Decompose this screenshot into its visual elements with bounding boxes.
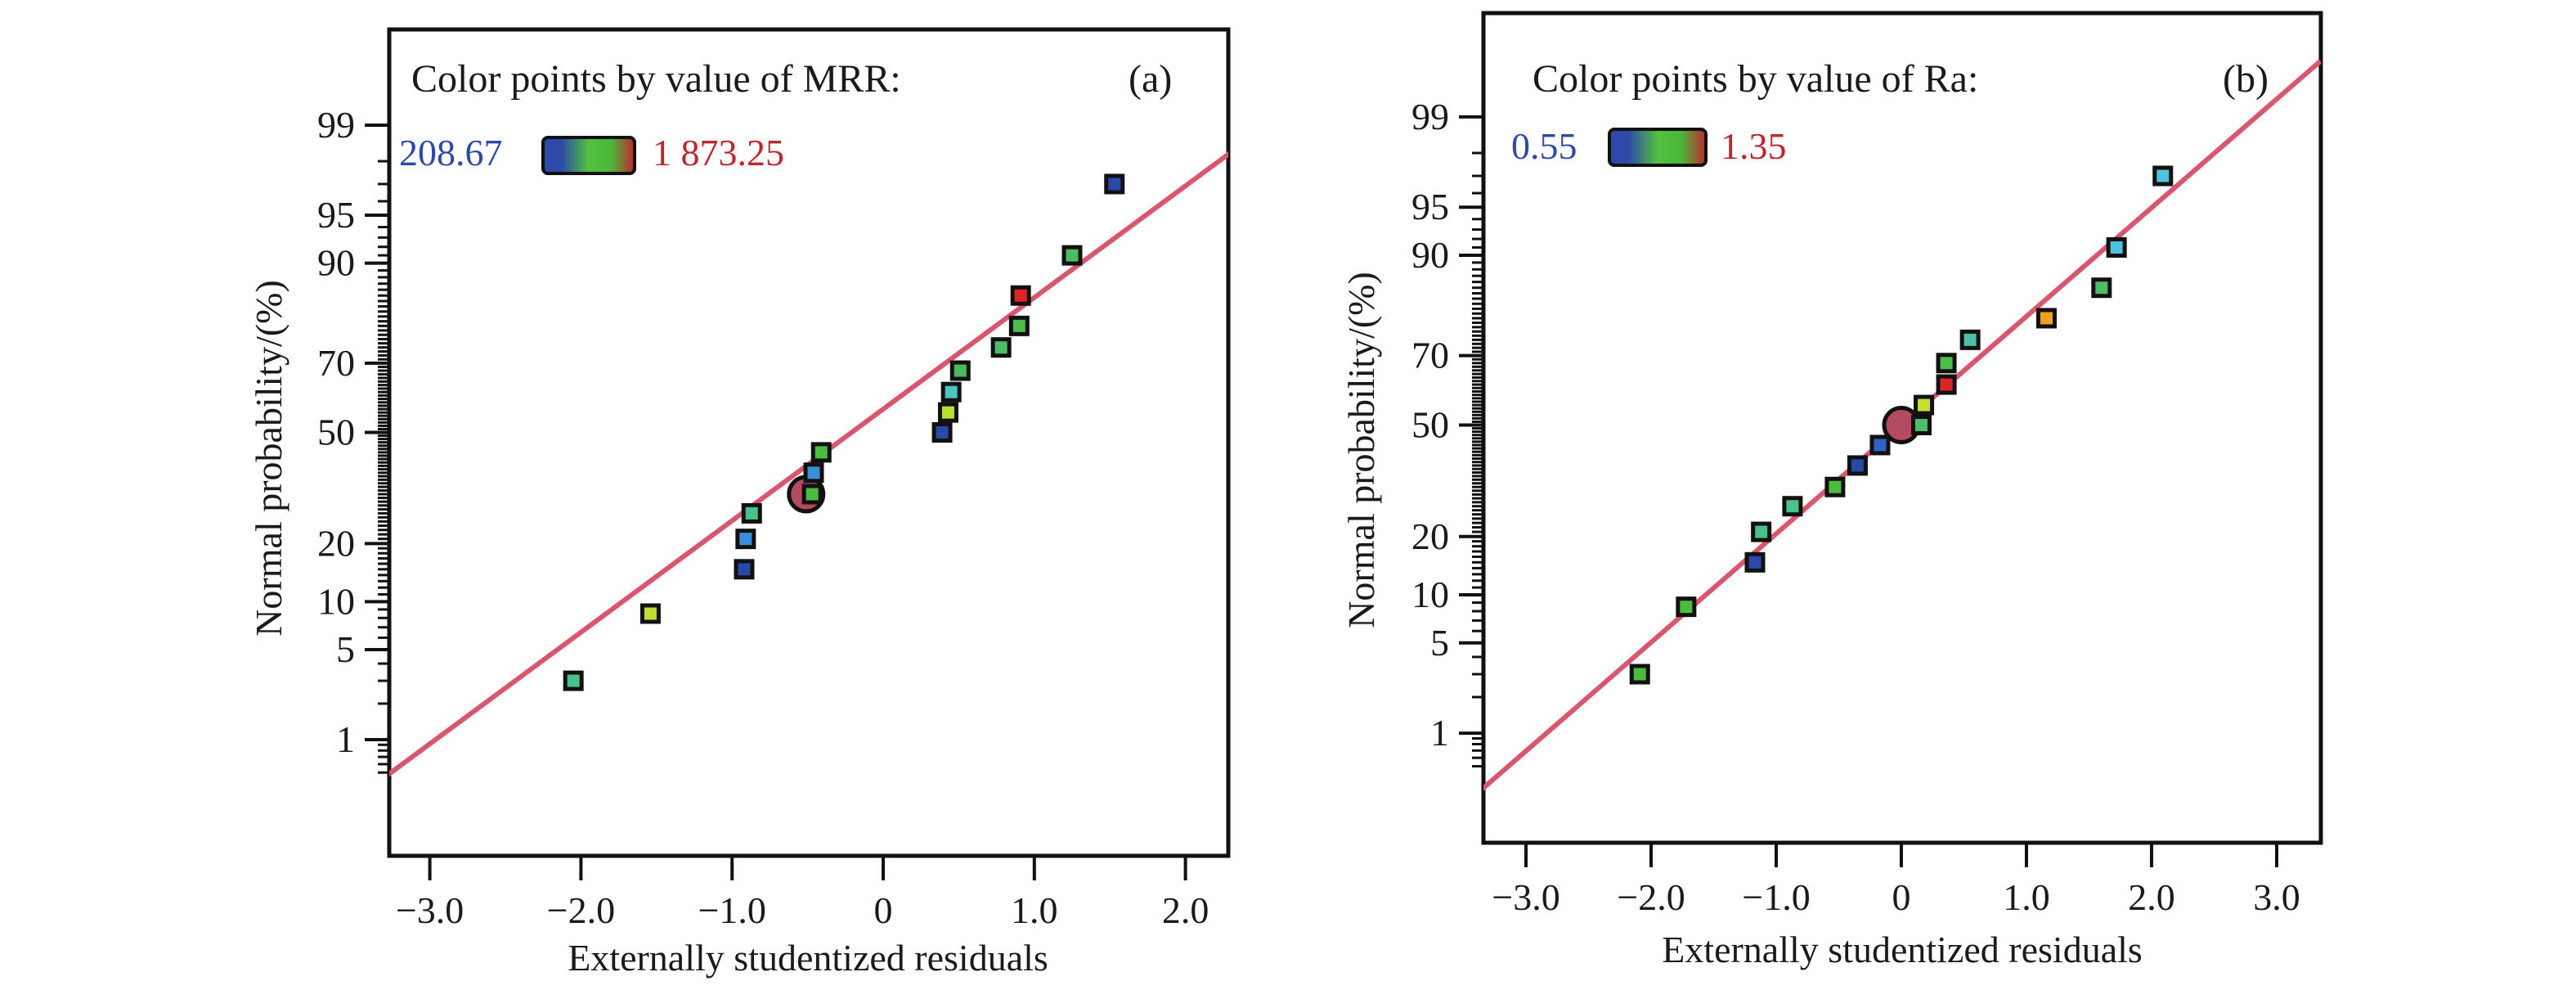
x-tick-label: 2.0 [2128,876,2175,918]
data-point [1910,415,1932,435]
y-tick-label: 20 [1411,515,1449,557]
x-tick-label: 1.0 [1011,889,1058,931]
data-point [1104,173,1125,195]
y-tick-label: 95 [1411,186,1449,227]
y-tick-label: 90 [1411,234,1449,276]
data-point [949,360,971,381]
data-point [734,559,755,580]
data-point [1008,315,1030,336]
data-point [2106,236,2127,258]
data-point [741,502,762,524]
data-point [640,603,661,624]
data-point [1010,285,1031,306]
y-axis-title: Normal probability/(%) [1340,272,1382,628]
plot-area: 1 5 10 20 50 70 90 95 99 −3.0 −2.0 −1.0 0 1.0 2.0 3.0 [1411,11,2323,918]
legend-min-label: 0.55 [1511,125,1577,167]
y-tick-label: 10 [317,580,355,622]
x-tick-label: −3.0 [396,889,464,931]
x-tick-label: −2.0 [547,889,615,931]
y-tick-label: 1 [1430,712,1449,754]
x-tick-label: −3.0 [1492,876,1560,918]
colorbar [541,136,636,175]
data-point [1744,551,1766,573]
data-point [1061,245,1083,266]
y-tick-label: 95 [317,194,355,236]
x-tick-label: 0 [874,889,893,931]
colorbar [1608,128,1708,167]
y-tick-label: 1 [336,718,355,760]
data-point [931,422,953,443]
x-tick-label: −1.0 [698,889,765,931]
panel-a: 1 5 10 20 50 70 90 95 99 −3.0 −2.0 −1.0 0 1.0 2.0 Colo… [248,27,1231,979]
x-tick-label: 0 [1892,876,1911,918]
data-point [2035,308,2057,329]
data-point [1751,521,1772,542]
data-point [563,670,584,691]
plot-frame [387,27,1231,858]
x-tick-label: 1.0 [2003,876,2050,918]
data-point [1869,434,1891,456]
x-tick-label: −2.0 [1617,876,1685,918]
x-axis-title: Externally studentized residuals [568,937,1048,979]
y-tick-label: 20 [317,522,355,564]
data-point [1936,353,1957,374]
legend-max-label: 1.35 [1721,125,1787,167]
x-tick-label: 2.0 [1162,889,1209,931]
y-tick-label: 10 [1411,574,1449,615]
data-point [803,462,824,484]
data-point [1847,455,1868,476]
data-point [1676,596,1697,618]
plot-area: 1 5 10 20 50 70 90 95 99 −3.0 −2.0 −1.0 0 1.0 2.0 [317,27,1231,931]
data-point [801,484,823,505]
y-tick-label: 90 [317,242,355,284]
panel-label: (b) [2223,57,2269,101]
y-tick-label: 50 [317,412,355,453]
data-point [2152,165,2174,187]
x-axis-title: Externally studentized residuals [1662,929,2143,970]
y-tick-label: 70 [1411,335,1449,376]
data-point [1914,394,1935,416]
legend-title: Color points by value of MRR: [411,57,901,101]
y-tick-label: 70 [317,342,355,384]
y-tick-label: 5 [1430,622,1449,664]
data-point [1629,664,1650,685]
data-point [2091,277,2112,299]
x-tick-label: 3.0 [2253,876,2300,918]
y-tick-label: 99 [1411,96,1449,137]
data-point [1936,374,1957,395]
legend-title: Color points by value of Ra: [1533,57,1978,101]
y-tick-label: 50 [1411,404,1449,446]
y-tick-label: 99 [317,104,355,146]
panel-label: (a) [1129,57,1172,101]
data-point [735,529,756,550]
data-point [940,381,962,403]
data-point [810,442,832,463]
data-point [1782,496,1803,517]
y-tick-label: 5 [336,628,355,670]
data-point [1959,329,1981,350]
data-point [1824,476,1846,497]
legend-min-label: 208.67 [399,132,503,173]
y-axis-title: Normal probability/(%) [248,280,289,637]
data-point [937,402,958,423]
x-tick-label: −1.0 [1742,876,1810,918]
data-point [990,337,1012,358]
panel-b: 1 5 10 20 50 70 90 95 99 −3.0 −2.0 −1.0 0 1.0 2.0 3.0 C… [1340,11,2323,970]
legend-max-label: 1 873.25 [653,132,784,173]
